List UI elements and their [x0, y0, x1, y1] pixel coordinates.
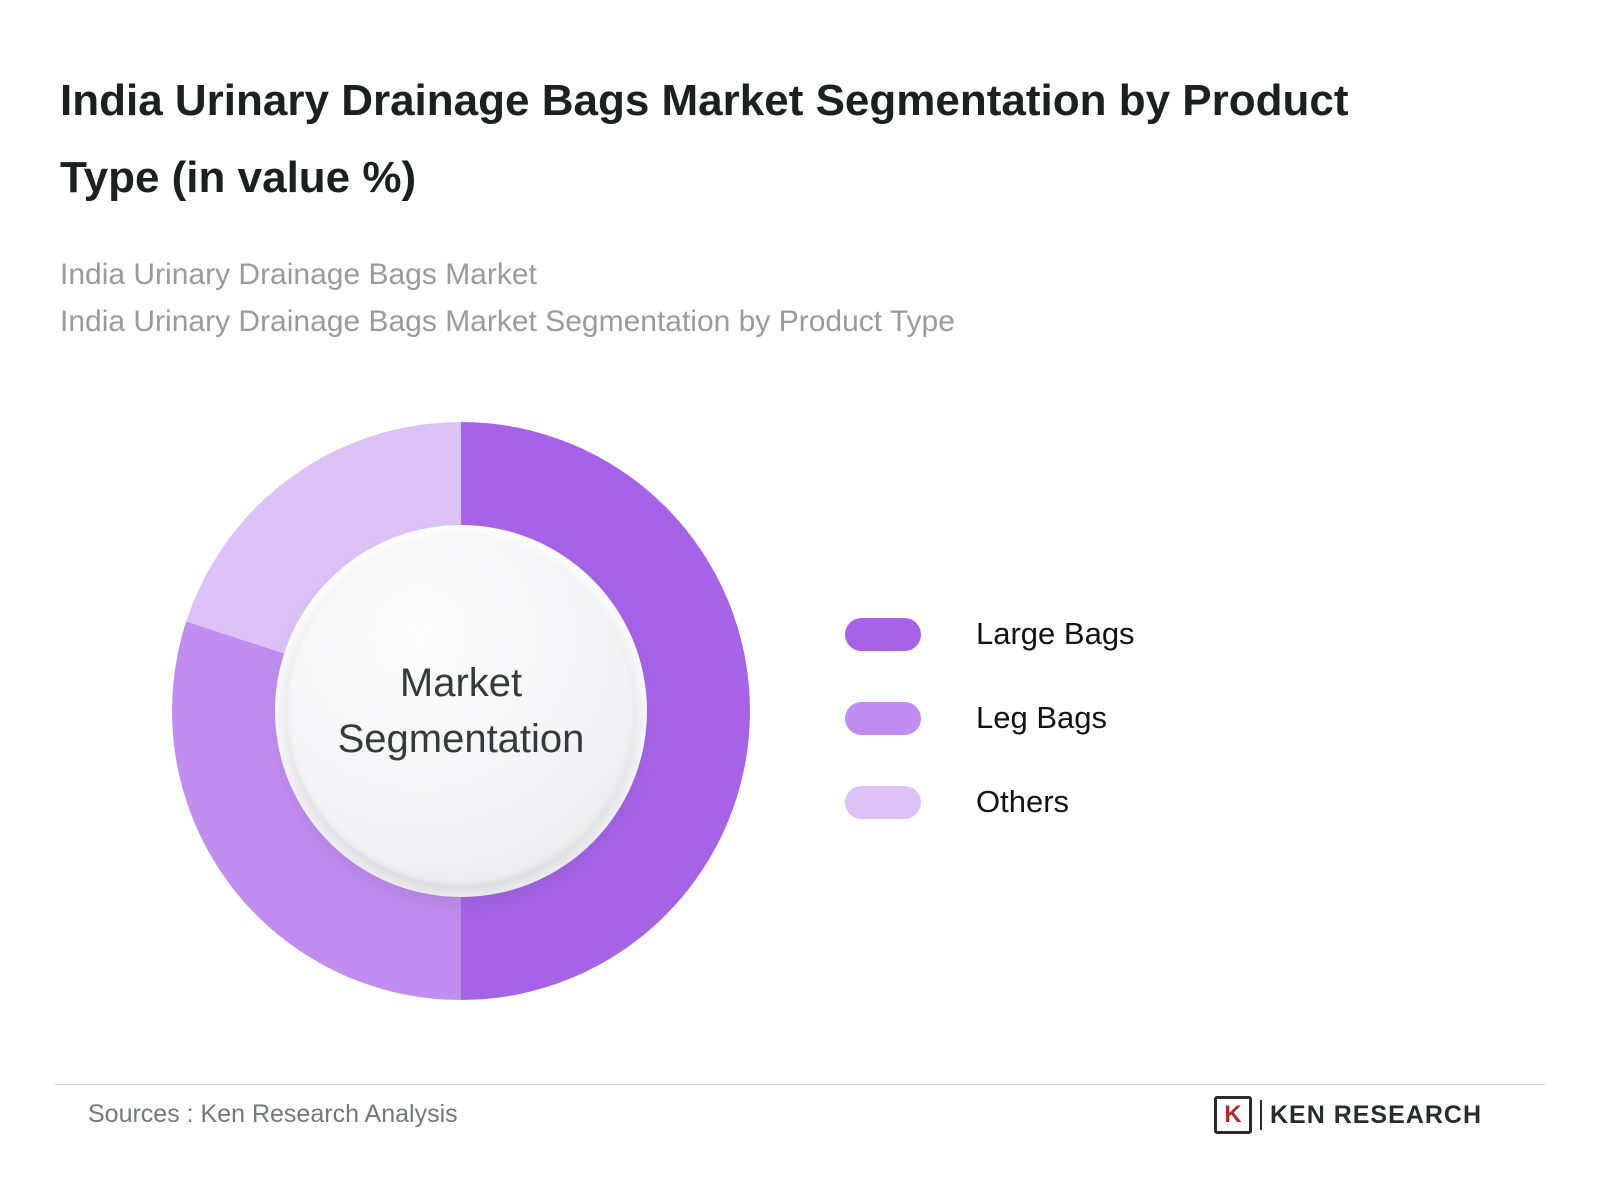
subtitle-line-2: India Urinary Drainage Bags Market Segme…: [60, 304, 955, 338]
ken-research-logo-text: KEN RESEARCH: [1269, 1100, 1482, 1129]
donut-chart: Market Segmentation: [172, 422, 750, 1000]
legend-item-large-bags: Large Bags: [845, 612, 1135, 656]
legend: Large Bags Leg Bags Others: [845, 612, 1135, 864]
logo-separator: [1259, 1100, 1262, 1130]
donut-hole: Market Segmentation: [275, 525, 647, 897]
ken-research-logo: K KEN RESEARCH: [1213, 1096, 1482, 1134]
legend-item-others: Others: [845, 780, 1135, 824]
donut-center-label: Market Segmentation: [337, 661, 585, 761]
subtitle-line-1: India Urinary Drainage Bags Market: [60, 258, 537, 291]
legend-swatch-large-bags: [845, 617, 921, 651]
donut-chart-area: Market Segmentation: [172, 422, 750, 1000]
page-title: India Urinary Drainage Bags Market Segme…: [60, 76, 1349, 202]
legend-item-leg-bags: Leg Bags: [845, 696, 1135, 740]
legend-swatch-leg-bags: [845, 701, 921, 735]
source-note: Sources : Ken Research Analysis: [88, 1100, 458, 1128]
footer-divider: [55, 1084, 1545, 1085]
legend-label-large-bags: Large Bags: [976, 616, 1135, 651]
legend-swatch-others: [845, 785, 921, 819]
subtitle-block: India Urinary Drainage Bags Market India…: [60, 252, 1460, 345]
donut-center-disc: Market Segmentation: [287, 537, 635, 885]
ken-research-logo-icon: K: [1213, 1096, 1252, 1134]
legend-label-others: Others: [976, 784, 1070, 819]
legend-label-leg-bags: Leg Bags: [976, 700, 1107, 735]
